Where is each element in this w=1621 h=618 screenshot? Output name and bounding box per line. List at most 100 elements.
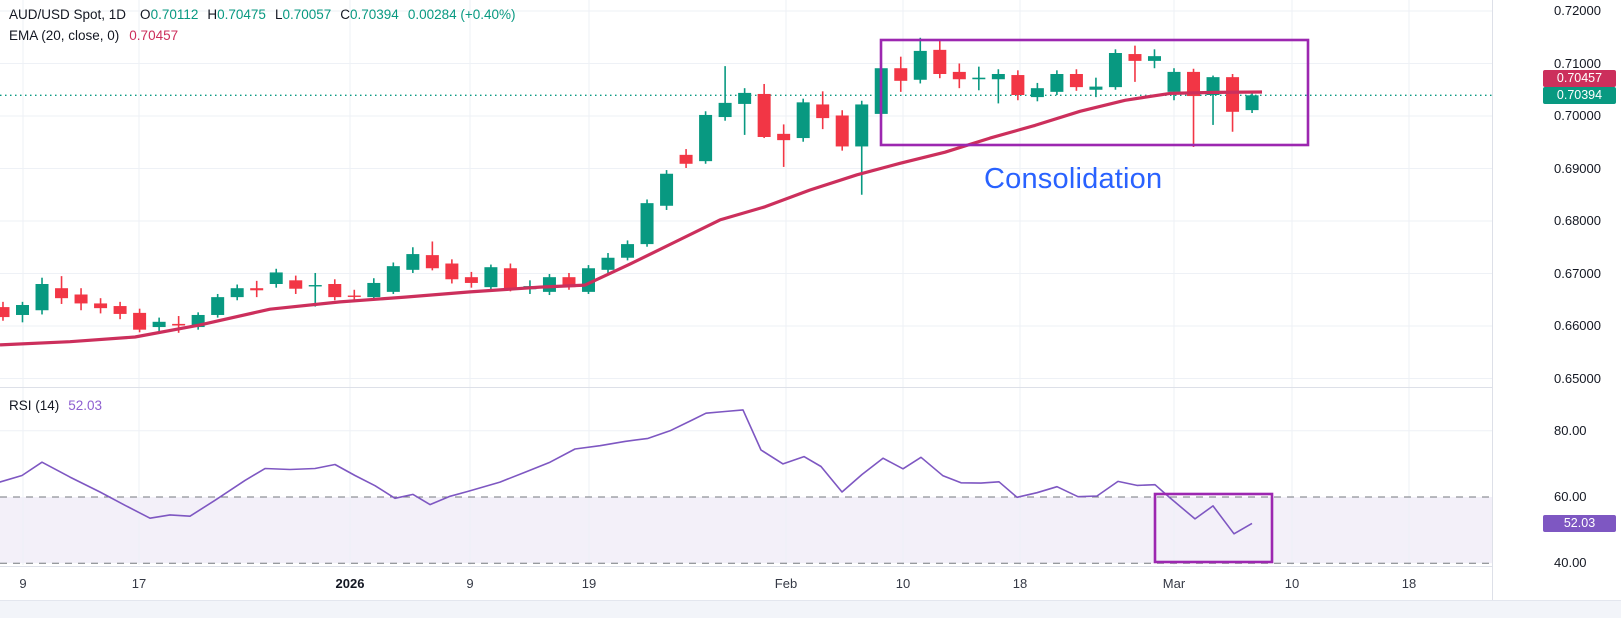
candle[interactable] (484, 264, 498, 290)
ema-line[interactable] (0, 90, 1263, 347)
candle-series[interactable] (0, 37, 1259, 333)
candle[interactable] (113, 301, 127, 320)
candle[interactable] (952, 63, 966, 89)
candle[interactable] (777, 124, 791, 167)
candle[interactable] (913, 37, 927, 84)
time-tick-label: 2026 (335, 576, 365, 591)
candle[interactable] (542, 274, 556, 296)
symbol-legend[interactable]: AUD/USD Spot, 1D O0.70112 H0.70475 L0.70057… (9, 7, 516, 22)
rsi-legend[interactable]: RSI (14) 52.03 (9, 398, 102, 413)
candle[interactable] (1167, 68, 1181, 101)
time-axis[interactable] (0, 566, 1492, 601)
candle[interactable] (328, 279, 342, 301)
candle[interactable] (74, 288, 88, 311)
candle[interactable] (581, 265, 595, 294)
price-tick-label: 0.66000 (1554, 318, 1601, 333)
candle[interactable] (991, 69, 1005, 104)
candle[interactable] (1206, 75, 1220, 125)
candle[interactable] (35, 277, 49, 315)
candle[interactable] (699, 111, 713, 164)
candle[interactable] (55, 276, 69, 304)
ema-label: EMA (20, close, 0) (9, 28, 120, 43)
candle[interactable] (230, 284, 244, 301)
candle[interactable] (835, 110, 849, 151)
candle[interactable] (1089, 77, 1103, 98)
consolidation-annotation[interactable]: Consolidation (984, 163, 1163, 195)
candle[interactable] (1187, 68, 1201, 147)
candle[interactable] (1147, 49, 1161, 69)
candle-body (172, 323, 186, 326)
time-tick-label: 10 (1284, 576, 1300, 591)
candle[interactable] (406, 247, 420, 273)
candle[interactable] (1030, 82, 1044, 102)
price-tick-label: 0.67000 (1554, 265, 1601, 281)
candle-body (952, 71, 966, 80)
legend-ohlc-item: O0.70112 (140, 7, 199, 22)
candle[interactable] (269, 268, 283, 288)
time-tick-label: 18 (1012, 576, 1028, 591)
candle[interactable] (1128, 45, 1142, 82)
candle[interactable] (718, 66, 732, 121)
candle[interactable] (503, 263, 517, 292)
candle[interactable] (1226, 74, 1240, 132)
candle-body (621, 244, 635, 258)
candle-body (367, 282, 381, 298)
candle-body (1128, 54, 1142, 61)
candle[interactable] (601, 253, 615, 273)
candle-body (55, 288, 69, 299)
time-tick-label: 9 (466, 576, 474, 591)
candle[interactable] (211, 293, 225, 318)
candle[interactable] (1011, 70, 1025, 101)
candle[interactable] (660, 170, 674, 210)
candle[interactable] (738, 88, 752, 135)
candle[interactable] (464, 271, 478, 288)
candle[interactable] (621, 240, 635, 261)
ema-legend[interactable]: EMA (20, close, 0) 0.70457 (9, 28, 178, 43)
rsi-consolidation-box[interactable] (1153, 492, 1274, 564)
candle-body (855, 104, 869, 147)
price-consolidation-box[interactable] (879, 38, 1310, 147)
candle-body (289, 280, 303, 289)
candle-body (16, 305, 29, 315)
candle[interactable] (1245, 91, 1259, 114)
candle[interactable] (816, 91, 830, 130)
candle-body (972, 77, 986, 80)
candle[interactable] (308, 272, 322, 307)
candle[interactable] (367, 278, 381, 300)
candle[interactable] (1050, 70, 1064, 95)
candle[interactable] (347, 289, 361, 301)
time-tick-label: Mar (1162, 576, 1186, 591)
candle[interactable] (1108, 49, 1122, 90)
rsi-line[interactable] (0, 409, 1253, 535)
candle[interactable] (94, 298, 108, 314)
time-tick-label: 9 (19, 576, 27, 591)
candle[interactable] (250, 280, 264, 298)
candle[interactable] (16, 301, 29, 323)
candle[interactable] (289, 275, 303, 294)
candle[interactable] (972, 66, 986, 91)
candle[interactable] (933, 40, 947, 79)
candle-body (835, 115, 849, 147)
candle[interactable] (425, 241, 439, 271)
candle[interactable] (445, 259, 459, 284)
ohlc-values: O0.70112 H0.70475 L0.70057 C0.70394 (140, 7, 408, 22)
candle[interactable] (640, 199, 654, 247)
candle[interactable] (679, 149, 693, 168)
candle-body (796, 102, 810, 139)
candle-body (1226, 77, 1240, 112)
candle[interactable] (796, 98, 810, 142)
candle[interactable] (855, 100, 869, 195)
candle-body (1147, 56, 1161, 61)
candle-body (933, 49, 947, 74)
candle[interactable] (152, 317, 166, 332)
candle-body (1245, 95, 1259, 111)
candle[interactable] (0, 301, 10, 321)
candle-body (152, 321, 166, 328)
candle[interactable] (1069, 69, 1083, 91)
candle[interactable] (133, 308, 147, 333)
candle[interactable] (386, 262, 400, 294)
candle[interactable] (757, 83, 771, 139)
candle[interactable] (894, 56, 908, 92)
candle-body (1108, 53, 1122, 88)
